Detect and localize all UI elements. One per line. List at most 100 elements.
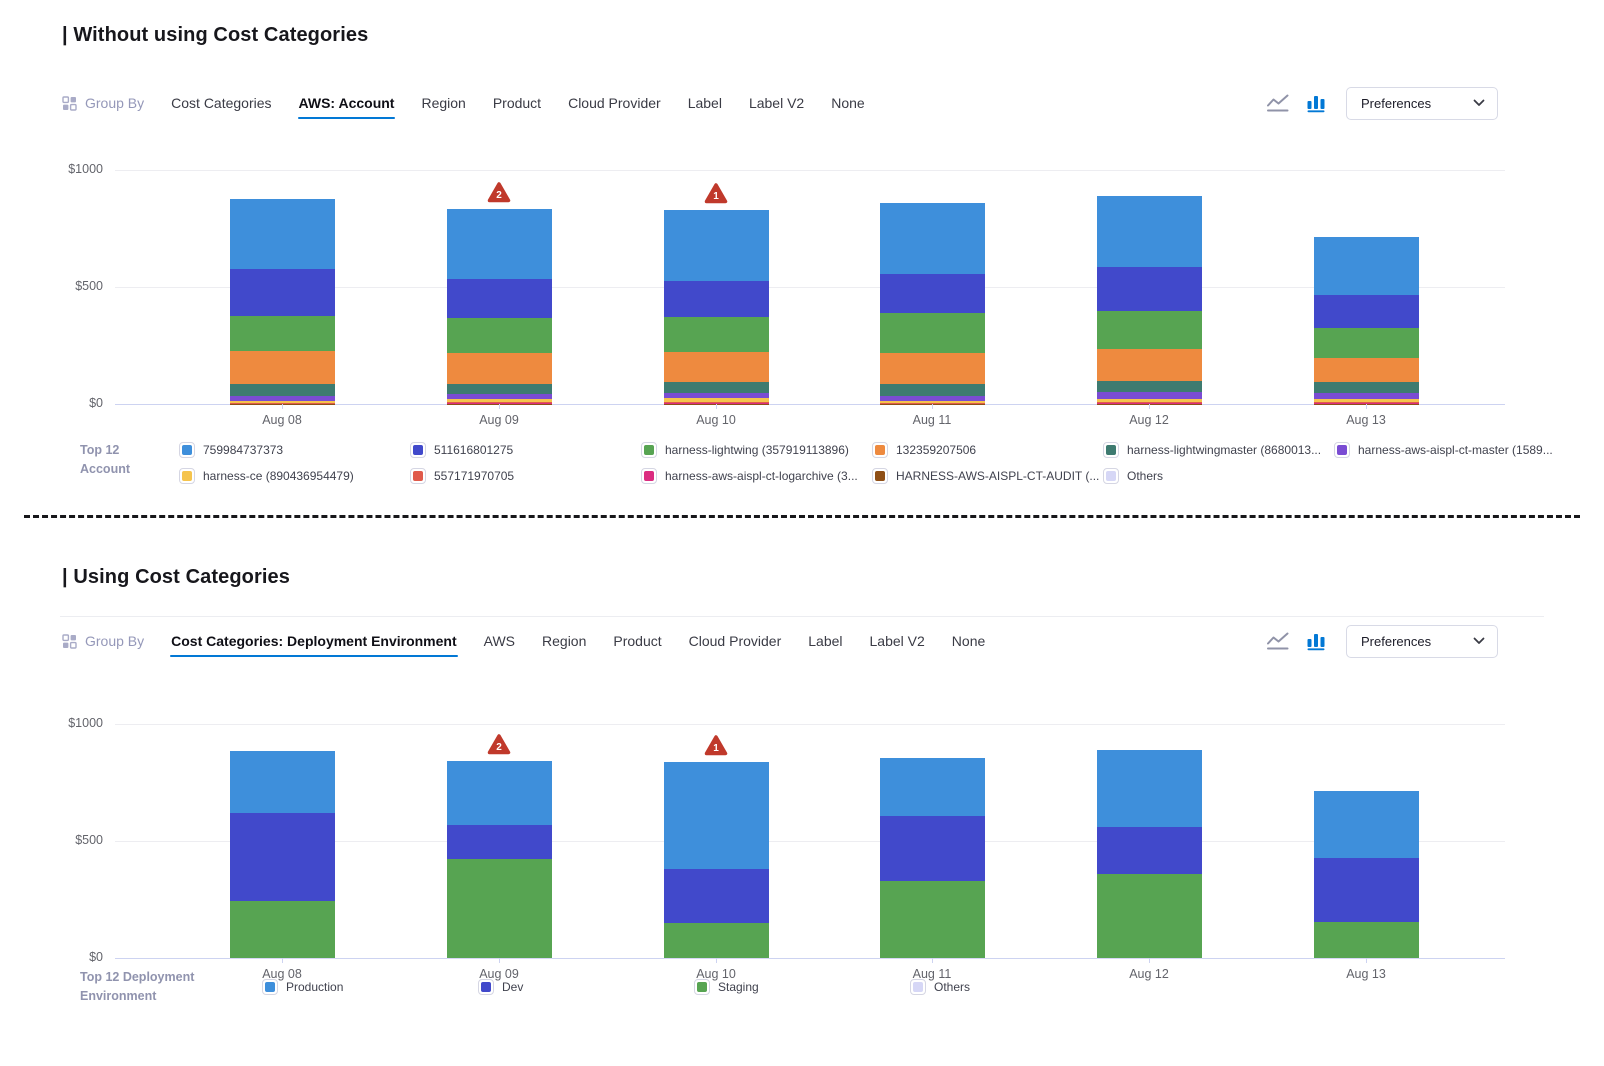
legend-item-harness-lightwing-357919113896: harness-lightwing (357919113896) — [641, 437, 858, 463]
bar-segment-759984737373[interactable] — [663, 210, 769, 281]
section-title-using-cost-categories: | Using Cost Categories — [62, 566, 290, 588]
bar-segment-132359207506[interactable] — [663, 351, 769, 383]
anomaly-badge[interactable]: 1 — [704, 734, 728, 758]
bar-segment-harness-ce-890436954479[interactable] — [663, 398, 769, 402]
bar-segment-132359207506[interactable] — [879, 353, 985, 384]
bar-segment-132359207506[interactable] — [1313, 357, 1419, 383]
tab-product[interactable]: Product — [613, 633, 662, 649]
bar-segment-staging[interactable] — [879, 880, 985, 958]
anomaly-badge[interactable]: 2 — [487, 181, 511, 205]
legend-item-harness-aws-aispl-ct-audit: HARNESS-AWS-AISPL-CT-AUDIT (... — [872, 463, 1099, 489]
bar-segment-759984737373[interactable] — [446, 209, 552, 280]
bar-segment-harness-lightwing-357919113896[interactable] — [229, 315, 335, 351]
tab-region[interactable]: Region — [542, 633, 587, 649]
bar-segment-511616801275[interactable] — [879, 273, 985, 314]
bar-segment-production[interactable] — [879, 757, 985, 817]
bar-segment-511616801275[interactable] — [1096, 266, 1202, 312]
bar-segment-dev[interactable] — [1313, 858, 1419, 922]
bar-segment-132359207506[interactable] — [1096, 348, 1202, 381]
bar-segment-132359207506[interactable] — [446, 352, 552, 385]
tab-none[interactable]: None — [951, 633, 986, 649]
tab-label[interactable]: Label — [687, 95, 722, 111]
bar-segment-staging[interactable] — [229, 901, 335, 958]
bar-segment-harness-aws-aispl-ct-master-1589[interactable] — [1096, 391, 1202, 399]
bar-segment-production[interactable] — [446, 761, 552, 826]
preferences-button[interactable]: Preferences — [1346, 86, 1498, 120]
bar-segment-557171970705[interactable] — [1096, 402, 1202, 404]
tab-aws-account[interactable]: AWS: Account — [297, 95, 396, 119]
bar-segment-harness-lightwingmaster-8680013[interactable] — [446, 384, 552, 395]
bar-segment-harness-lightwingmaster-8680013[interactable] — [879, 383, 985, 397]
bar-segment-harness-lightwingmaster-8680013[interactable] — [1096, 380, 1202, 392]
tab-label[interactable]: Label — [808, 633, 843, 649]
tab-label-v2[interactable]: Label V2 — [748, 95, 805, 111]
bar-segment-production[interactable] — [663, 762, 769, 870]
bar-segment-557171970705[interactable] — [879, 402, 985, 404]
bar-segment-harness-ce-890436954479[interactable] — [879, 400, 985, 403]
bar-segment-harness-lightwing-357919113896[interactable] — [663, 317, 769, 352]
bar-segment-harness-lightwingmaster-8680013[interactable] — [663, 382, 769, 394]
bar-segment-harness-lightwing-357919113896[interactable] — [446, 317, 552, 353]
bar-segment-production[interactable] — [1313, 791, 1419, 859]
bar-chart-icon[interactable] — [1306, 631, 1326, 651]
tab-region[interactable]: Region — [421, 95, 466, 111]
bar-segment-dev[interactable] — [1096, 826, 1202, 875]
bar-segment-dev[interactable] — [663, 869, 769, 923]
bar-segment-harness-aws-aispl-ct-master-1589[interactable] — [1313, 393, 1419, 399]
bar-segment-harness-lightwingmaster-8680013[interactable] — [229, 383, 335, 396]
tab-none[interactable]: None — [831, 95, 865, 111]
bar-segment-production[interactable] — [229, 751, 335, 814]
bar-segment-harness-aws-aispl-ct-master-1589[interactable] — [446, 394, 552, 399]
bar-segment-511616801275[interactable] — [663, 280, 769, 318]
bar-segment-511616801275[interactable] — [446, 279, 552, 318]
bar-segment-harness-lightwing-357919113896[interactable] — [879, 313, 985, 353]
bar-segment-staging[interactable] — [1096, 874, 1202, 958]
tab-cloud-provider[interactable]: Cloud Provider — [568, 95, 661, 111]
tab-aws[interactable]: AWS — [483, 633, 516, 649]
legend-column: 132359207506 HARNESS-AWS-AISPL-CT-AUDIT (… — [872, 437, 1099, 489]
bar-segment-harness-ce-890436954479[interactable] — [1313, 398, 1419, 403]
bar-segment-132359207506[interactable] — [229, 350, 335, 384]
bar-segment-harness-lightwingmaster-8680013[interactable] — [1313, 382, 1419, 394]
bar-segment-harness-ce-890436954479[interactable] — [446, 398, 552, 403]
line-chart-icon[interactable] — [1266, 631, 1291, 651]
bar-segment-harness-lightwing-357919113896[interactable] — [1313, 328, 1419, 358]
bar-segment-staging[interactable] — [446, 859, 552, 958]
tab-cost-categories-deployment-environment[interactable]: Cost Categories: Deployment Environment — [170, 633, 458, 657]
bar-segment-557171970705[interactable] — [663, 401, 769, 404]
bar-segment-dev[interactable] — [229, 813, 335, 902]
section-title-without-cost-categories: | Without using Cost Categories — [62, 24, 369, 46]
bar-segment-dev[interactable] — [446, 825, 552, 860]
bar-segment-557171970705[interactable] — [446, 402, 552, 404]
bar-segment-759984737373[interactable] — [1096, 195, 1202, 267]
x-axis-tick — [1149, 958, 1150, 963]
tab-label-v2[interactable]: Label V2 — [869, 633, 925, 649]
bar-segment-harness-ce-890436954479[interactable] — [229, 400, 335, 403]
bar-segment-staging[interactable] — [1313, 921, 1419, 958]
legend-item-staging: Staging — [694, 974, 759, 1000]
bar-segment-harness-aws-aispl-ct-master-1589[interactable] — [229, 395, 335, 401]
bar-segment-staging[interactable] — [663, 922, 769, 958]
tab-product[interactable]: Product — [492, 95, 542, 111]
bar-segment-harness-aws-aispl-ct-master-1589[interactable] — [879, 396, 985, 401]
preferences-button[interactable]: Preferences — [1346, 624, 1498, 658]
anomaly-badge[interactable]: 1 — [704, 182, 728, 206]
bar-segment-harness-aws-aispl-ct-master-1589[interactable] — [663, 393, 769, 399]
bar-segment-511616801275[interactable] — [229, 269, 335, 316]
line-chart-icon[interactable] — [1266, 93, 1291, 113]
legend-item-511616801275: 511616801275 — [410, 437, 514, 463]
bar-segment-511616801275[interactable] — [1313, 294, 1419, 329]
bar-segment-harness-lightwing-357919113896[interactable] — [1096, 311, 1202, 349]
bar-segment-dev[interactable] — [879, 816, 985, 881]
bar-segment-759984737373[interactable] — [1313, 237, 1419, 295]
bar-segment-759984737373[interactable] — [229, 199, 335, 270]
bar-segment-557171970705[interactable] — [1313, 402, 1419, 404]
bar-segment-production[interactable] — [1096, 750, 1202, 827]
bar-chart-icon[interactable] — [1306, 93, 1326, 113]
bar-segment-557171970705[interactable] — [229, 402, 335, 404]
tab-cost-categories[interactable]: Cost Categories — [171, 95, 272, 111]
bar-segment-759984737373[interactable] — [879, 203, 985, 274]
tab-cloud-provider[interactable]: Cloud Provider — [688, 633, 782, 649]
anomaly-badge[interactable]: 2 — [487, 733, 511, 757]
bar-segment-harness-ce-890436954479[interactable] — [1096, 398, 1202, 403]
